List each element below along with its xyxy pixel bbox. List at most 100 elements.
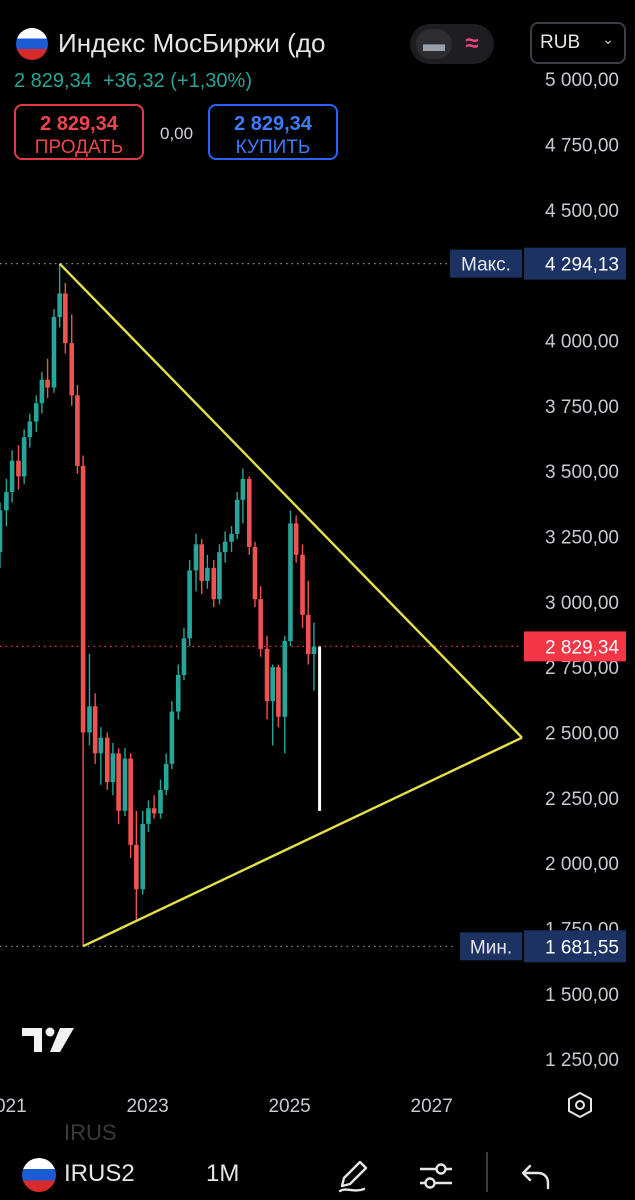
- instrument-title[interactable]: Индекс МосБиржи (до: [58, 28, 326, 58]
- trendline-1: [82, 736, 523, 948]
- symbol-button[interactable]: IRUS2: [64, 1160, 135, 1187]
- timeframe-button[interactable]: 1M: [206, 1160, 240, 1187]
- x-tick-label: 2023: [126, 1096, 168, 1117]
- candle-body-21: [122, 758, 128, 811]
- candle-body-38: [222, 541, 228, 553]
- y-axis: 5 000,00 4 750,00 4 500,00 4 000,00 3 750,00…: [450, 70, 626, 1071]
- y-tick-label: 5 000,00: [545, 70, 619, 91]
- buy-price: 2 829,34: [234, 113, 312, 135]
- candle-body-8: [45, 379, 50, 388]
- russia-flag-icon: [16, 28, 48, 60]
- candle-body-50: [293, 523, 299, 555]
- y-tick-label: 3 000,00: [545, 593, 619, 614]
- undo-icon[interactable]: [518, 1158, 554, 1194]
- candle-body-22: [128, 758, 133, 845]
- candle-body-40: [234, 499, 240, 534]
- pencil-icon[interactable]: [334, 1156, 374, 1196]
- min-label: Мин.: [470, 937, 512, 958]
- chart-mode-toggle[interactable]: ▬ ≈: [410, 24, 494, 64]
- candle-body-34: [199, 544, 204, 581]
- buy-label: КУПИТЬ: [235, 137, 311, 158]
- candle-body-29: [169, 711, 175, 764]
- tradingview-logo: [22, 1027, 74, 1052]
- candle-body-35: [205, 567, 210, 581]
- candle-body-13: [75, 395, 80, 466]
- current-price: 2 829,34: [14, 70, 92, 92]
- sell-label: ПРОДАТЬ: [34, 137, 124, 158]
- candle-body-48: [282, 641, 288, 717]
- candle-body-44: [258, 599, 263, 649]
- max-value-box: [524, 247, 626, 280]
- candle-body-26: [151, 808, 157, 814]
- candle-body-14: [80, 465, 86, 733]
- candle-body-42: [246, 478, 252, 547]
- candle-body-11: [63, 293, 68, 344]
- toolbar-separator: [486, 1152, 488, 1192]
- candle-body-46: [270, 667, 276, 702]
- candle-body-1: [4, 492, 9, 511]
- candle-body-15: [87, 706, 92, 733]
- candle-body-20: [116, 753, 121, 811]
- candle-body-17: [98, 737, 104, 754]
- candle-body-6: [33, 403, 39, 422]
- chevron-down-icon: ⌄: [602, 31, 614, 47]
- candle-body-24: [140, 823, 146, 890]
- candle-body-23: [134, 844, 139, 890]
- candle-body-18: [104, 737, 110, 783]
- wave-icon[interactable]: ≈: [465, 30, 479, 57]
- y-tick-label: 4 750,00: [545, 136, 619, 157]
- buy-button[interactable]: 2 829,34 КУПИТЬ: [208, 104, 338, 160]
- last-price-box: [524, 631, 626, 662]
- x-tick-label: 2025: [268, 1096, 310, 1117]
- candle-body-41: [240, 478, 246, 500]
- currency-select[interactable]: RUB ⌄: [530, 22, 626, 64]
- currency-value: RUB: [540, 32, 581, 53]
- candle-body-31: [181, 638, 187, 675]
- candle-body-37: [217, 552, 222, 600]
- max-label: Макс.: [461, 255, 511, 276]
- candle-body-19: [110, 753, 116, 783]
- candle-body-4: [21, 437, 27, 477]
- y-tick-label: 4 500,00: [545, 201, 619, 222]
- y-tick-label: 1 250,00: [545, 1050, 619, 1071]
- candle-body-10: [57, 293, 62, 317]
- candle-body-0: [0, 510, 3, 553]
- trendline-0: [58, 262, 523, 739]
- candle-body-7: [39, 379, 45, 404]
- y-tick-label: 3 250,00: [545, 527, 619, 548]
- y-tick-label: 3 500,00: [545, 462, 619, 483]
- bottom-toolbar: [0, 1150, 635, 1200]
- price-levels: [0, 263, 522, 947]
- sliders-icon[interactable]: [416, 1156, 456, 1196]
- candle-body-27: [158, 789, 163, 814]
- candle-body-2: [9, 460, 15, 493]
- candle-body-52: [305, 614, 311, 655]
- x-tick-label: 2021: [0, 1096, 27, 1117]
- candle-body-28: [163, 763, 169, 790]
- sell-button[interactable]: 2 829,34 ПРОДАТЬ: [14, 104, 144, 160]
- min-label-box: [460, 932, 522, 961]
- candle-body-39: [229, 533, 234, 542]
- candle-body-33: [193, 544, 199, 571]
- last-price-label: 2 829,34: [545, 637, 619, 658]
- candle-body-9: [51, 316, 57, 388]
- candle-body-47: [276, 667, 281, 717]
- minus-icon[interactable]: ▬: [416, 29, 452, 59]
- min-value: 1 681,55: [545, 937, 619, 958]
- ghost-symbol: IRUS: [64, 1120, 117, 1145]
- y-tick-label: 2 750,00: [545, 658, 619, 679]
- settings-hexagon-icon[interactable]: [565, 1090, 595, 1120]
- candle-body-36: [211, 567, 217, 600]
- price-change: +36,32: [102, 70, 165, 92]
- candle-body-16: [92, 706, 98, 754]
- spread-value: 0,00: [160, 124, 194, 143]
- candle-body-30: [175, 674, 181, 712]
- candle-body-49: [288, 523, 293, 642]
- candle-body-5: [27, 421, 33, 438]
- candle-body-43: [252, 546, 258, 600]
- trendlines-layer: [58, 262, 523, 948]
- candles-layer: [0, 263, 322, 947]
- max-value: 4 294,13: [545, 255, 619, 276]
- y-tick-label: 2 250,00: [545, 789, 619, 810]
